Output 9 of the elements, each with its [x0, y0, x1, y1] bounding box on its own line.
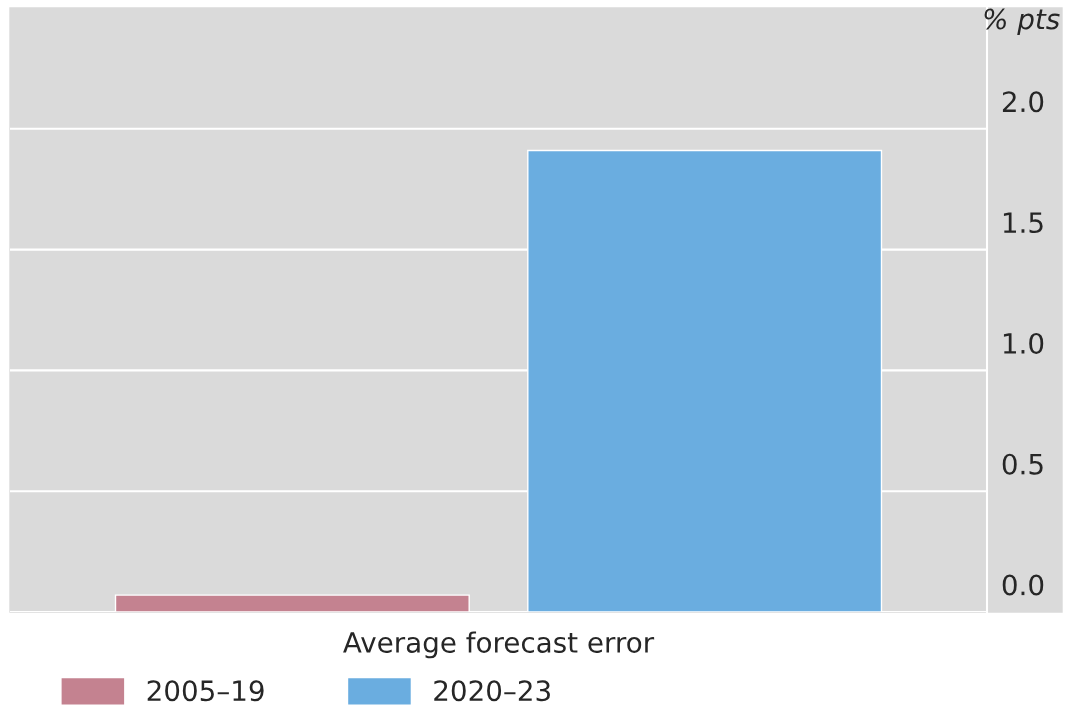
- x-tick-label: Average forecast error: [343, 631, 655, 659]
- y-tick-label: 2.0: [1002, 91, 1044, 113]
- legend-label: 2005–19: [147, 680, 264, 702]
- legend-label: 2020–23: [434, 680, 550, 702]
- y-tick-label: 1.5: [1003, 212, 1043, 234]
- y-axis-title: % pts: [984, 8, 1060, 35]
- y-tick-label: 1.0: [1003, 332, 1044, 354]
- y-tick-label: 0.5: [1002, 453, 1043, 475]
- y-tick-label: 0.0: [1002, 574, 1044, 596]
